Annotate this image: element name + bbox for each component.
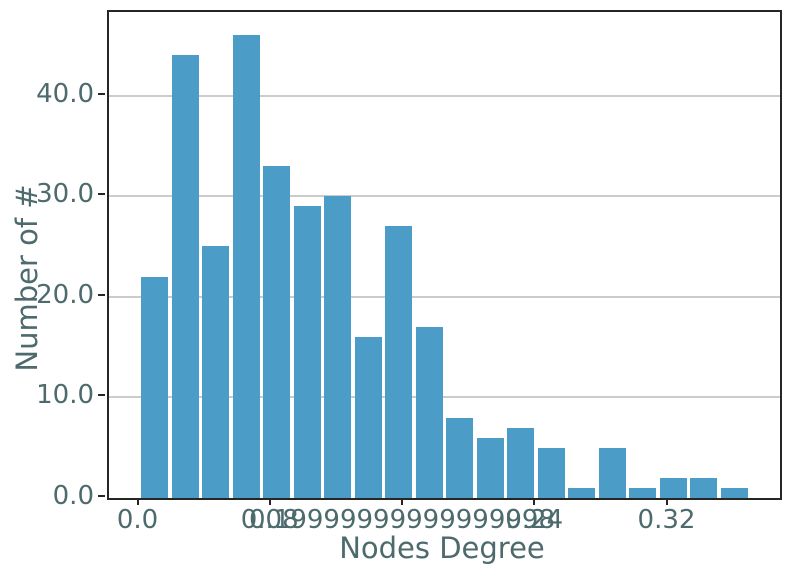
x-tick-mark	[268, 498, 271, 505]
x-tick-label: 0.08	[240, 505, 299, 535]
x-tick-mark	[665, 498, 668, 505]
x-tick-label: 0.24	[505, 505, 564, 535]
histogram-bar	[324, 196, 352, 498]
histogram-bar	[232, 35, 260, 498]
gridline-y-30	[109, 195, 780, 198]
y-tick-label: 40.0	[36, 78, 94, 109]
y-tick-mark	[98, 394, 105, 397]
histogram-bar	[446, 417, 474, 498]
y-tick-mark	[98, 193, 105, 196]
histogram-bar	[202, 246, 230, 498]
x-tick-mark	[401, 498, 403, 505]
histogram-bar	[293, 206, 321, 498]
histogram-bar	[537, 447, 565, 498]
y-tick-mark	[98, 293, 105, 296]
histogram-bar	[141, 276, 169, 498]
histogram-bar	[598, 447, 626, 498]
plot-area	[107, 10, 782, 500]
histogram-bar	[385, 226, 413, 498]
x-axis-label: Nodes Degree	[339, 531, 545, 565]
y-tick-label: 10.0	[36, 380, 94, 411]
gridline-y-10	[109, 396, 780, 399]
y-tick-label: 0.0	[52, 481, 94, 511]
histogram-bar	[629, 487, 657, 498]
gridline-y-40	[109, 94, 780, 97]
histogram-bar	[263, 166, 291, 498]
histogram-bar	[720, 487, 748, 498]
x-tick-label: 0.19999999999999998	[248, 505, 556, 535]
histogram-bar	[171, 55, 199, 498]
y-tick-label: 20.0	[36, 279, 94, 310]
histogram-bar	[690, 477, 718, 498]
histogram-bar	[659, 477, 687, 498]
y-axis-label: Number of #	[10, 184, 44, 372]
gridline-y-20	[109, 295, 780, 298]
x-tick-label: 0.0	[116, 505, 159, 535]
x-tick-mark	[136, 498, 139, 505]
histogram-bar	[415, 326, 443, 498]
histogram-bar	[568, 487, 596, 498]
y-tick-mark	[98, 92, 105, 95]
histogram-bar	[507, 427, 535, 498]
histogram-bar	[476, 437, 504, 498]
y-tick-mark	[98, 495, 105, 497]
y-tick-label: 30.0	[36, 179, 94, 210]
x-tick-label: 0.32	[637, 505, 696, 535]
x-tick-mark	[533, 498, 536, 505]
histogram-bar	[354, 337, 382, 498]
